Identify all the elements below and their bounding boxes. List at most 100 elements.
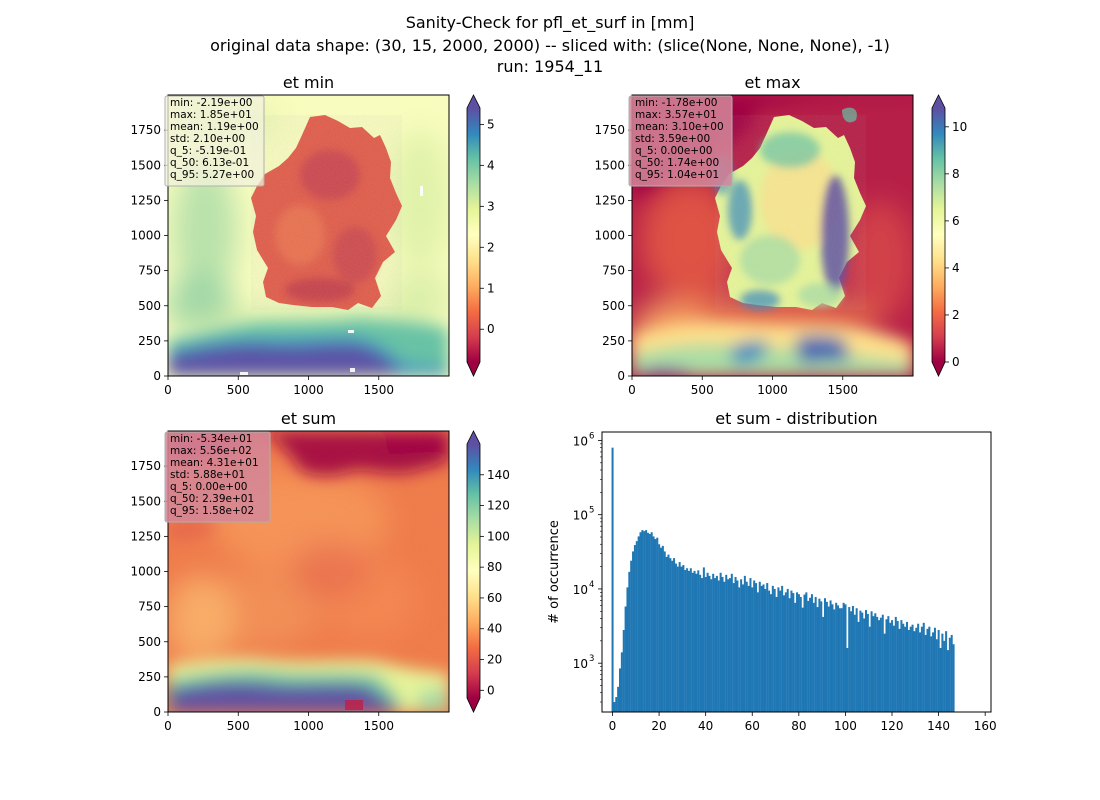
histogram-bar <box>637 536 640 712</box>
histogram-bar <box>926 628 929 712</box>
y-tick-label: 10 <box>573 509 588 523</box>
histogram-bar <box>898 628 901 712</box>
panel-et-sum: et sum 0 500 1000 1500025050075010001250150… <box>130 409 509 733</box>
colorbar-tick-label: 1 <box>487 281 495 295</box>
histogram-bar <box>831 604 834 712</box>
stats-line: q_5: 0.00e+00 <box>170 481 247 493</box>
histogram-bar <box>732 583 735 712</box>
x-tick-label: 500 <box>227 719 250 733</box>
histogram-bar <box>814 596 817 712</box>
histogram-bar <box>876 616 879 712</box>
histogram-bar <box>941 633 944 712</box>
colorbar-tick-label: 100 <box>487 529 510 543</box>
axes-title-et-sum: et sum <box>281 409 336 428</box>
panel-et-min: et min 0 500 1000 1500025050075010001250150… <box>130 73 494 397</box>
histogram-bar <box>924 634 927 712</box>
histogram-bar <box>641 530 644 712</box>
histogram-bar <box>706 572 709 712</box>
stats-line: min: -2.19e+00 <box>170 97 252 109</box>
histogram-bar <box>848 607 851 712</box>
histogram-bar <box>833 609 836 712</box>
histogram-bar <box>844 604 847 712</box>
histogram-bar <box>840 608 843 712</box>
stats-line: q_50: 6.13e-01 <box>170 157 249 169</box>
histogram-bar <box>803 594 806 712</box>
histogram-bar <box>775 596 778 712</box>
colorbar-tick-label: 0 <box>487 322 495 336</box>
histogram-bar <box>932 632 935 712</box>
stats-line: q_95: 1.58e+02 <box>170 505 254 517</box>
y-tick-label: 250 <box>138 670 161 684</box>
y-tick-label: 1000 <box>130 229 161 243</box>
histogram-bar <box>656 537 659 712</box>
y-tick-label: 1750 <box>130 123 161 137</box>
histogram-bar <box>935 639 938 712</box>
histogram-bar <box>753 580 756 712</box>
histogram-bar <box>930 636 933 712</box>
histogram-bar <box>818 598 821 712</box>
x-tick-label: 120 <box>881 719 904 733</box>
histogram-bar <box>779 590 782 712</box>
histogram-bar <box>900 620 903 712</box>
x-tick-label: 60 <box>745 719 760 733</box>
x-tick-label: 80 <box>791 719 806 733</box>
histogram-bar <box>639 532 642 712</box>
colorbar-tick-label: 6 <box>952 214 960 228</box>
colorbar-tick-label: 2 <box>487 240 495 254</box>
histogram-bar <box>667 554 670 712</box>
y-tick-label: 500 <box>138 635 161 649</box>
histogram-bar <box>721 576 724 712</box>
histogram-bar <box>782 595 786 712</box>
stats-line: q_50: 2.39e+01 <box>170 493 254 505</box>
stats-line: q_95: 5.27e+00 <box>170 169 254 181</box>
histogram-bar <box>868 626 871 712</box>
histogram-bar <box>851 605 854 712</box>
x-tick-label: 0 <box>164 719 172 733</box>
y-tick-label: 1500 <box>130 158 161 172</box>
histogram-bar <box>870 611 873 712</box>
y-tick-label: 250 <box>602 334 625 348</box>
colorbar-tick-label: 2 <box>952 308 960 322</box>
stats-line: mean: 3.10e+00 <box>635 121 724 133</box>
histogram-bar <box>682 565 685 712</box>
histogram-bar <box>837 605 840 712</box>
histogram-bar <box>669 558 672 712</box>
x-tick-label: 1000 <box>293 383 324 397</box>
histogram-bar <box>680 566 683 712</box>
histogram-bar <box>816 607 819 712</box>
histogram-bar <box>676 566 679 712</box>
histogram-bar <box>905 621 908 712</box>
histogram-bar <box>725 574 728 712</box>
histogram-bar <box>643 531 646 712</box>
colorbar-tick-label: 8 <box>952 167 960 181</box>
histogram-bar <box>684 569 687 712</box>
histogram-bars <box>611 447 955 712</box>
stats-line: min: -5.34e+01 <box>170 433 252 445</box>
histogram-bar <box>805 592 808 712</box>
histogram-bar <box>812 602 815 712</box>
histogram-bar <box>853 614 856 712</box>
histogram-bar <box>635 541 638 712</box>
histogram-bar <box>902 623 905 712</box>
histogram-bar <box>850 611 853 712</box>
x-tick-label: 500 <box>227 383 250 397</box>
histogram-bar <box>758 581 761 712</box>
y-tick-label: 750 <box>138 264 161 278</box>
histogram-bar <box>617 686 620 712</box>
stats-line: min: -1.78e+00 <box>635 97 717 109</box>
axes-frame-distribution <box>601 431 992 713</box>
histogram-bar <box>749 578 752 712</box>
histogram-bar <box>822 616 825 712</box>
histogram-bar <box>760 585 763 712</box>
stats-line: std: 3.59e+00 <box>635 133 710 145</box>
histogram-bar <box>626 587 629 712</box>
colorbar-tick-label: 4 <box>487 158 495 172</box>
histogram-bar <box>797 594 800 712</box>
histogram-bar <box>611 447 614 712</box>
histogram-bar <box>846 648 849 712</box>
histogram-bar <box>661 545 664 712</box>
histogram-bar <box>855 608 858 712</box>
histogram-bar <box>948 637 951 712</box>
histogram-bar <box>874 613 877 712</box>
